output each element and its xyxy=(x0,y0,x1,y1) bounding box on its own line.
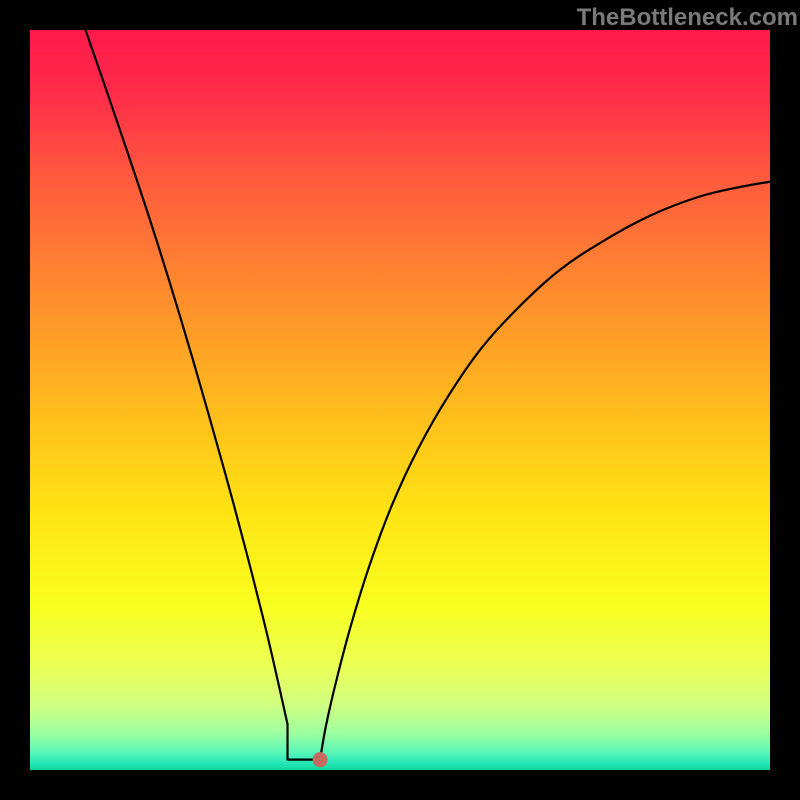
gradient-background xyxy=(30,30,770,770)
watermark-text: TheBottleneck.com xyxy=(577,4,798,32)
plot-svg xyxy=(30,30,770,770)
plot-area xyxy=(30,30,770,770)
optimal-point-marker xyxy=(313,752,328,767)
